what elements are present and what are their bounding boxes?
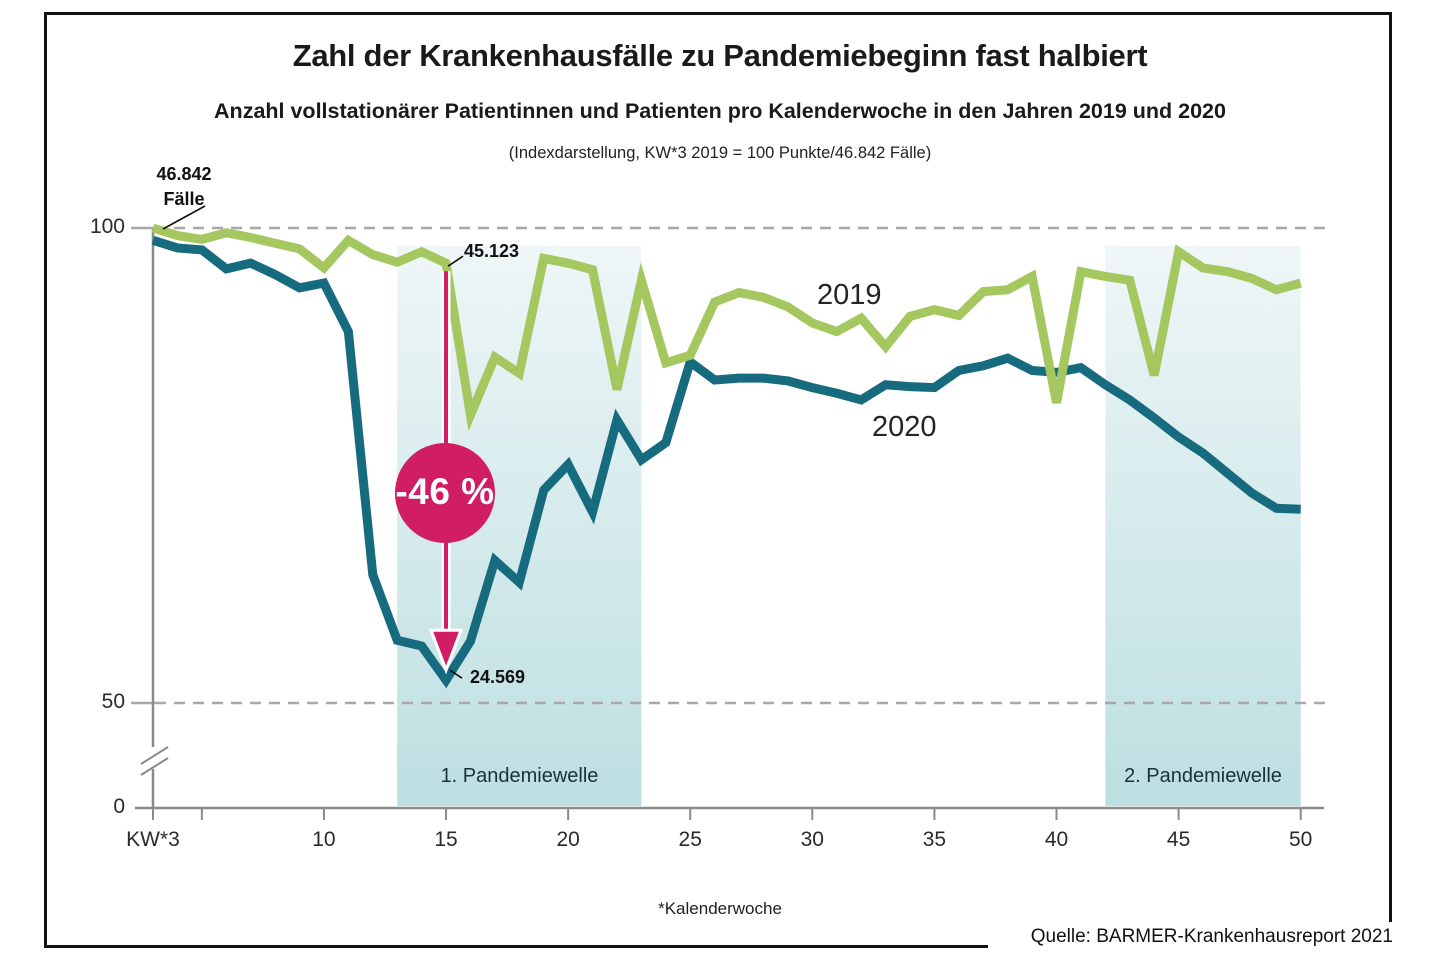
page-title: Zahl der Krankenhausfälle zu Pandemiebeg… [292,38,1148,73]
source-credit: Quelle: BARMER-Krankenhausreport 2021 [1030,926,1393,947]
x-tick-label-30: 30 [800,828,824,851]
callout-start-cases: 46.842 Fälle [125,162,243,212]
drop-arrow-head [428,628,464,675]
pointer-start [162,205,206,230]
wave1-label: 1. Pandemiewelle [440,765,599,787]
axis-break-slash-1 [140,746,169,765]
x-axis-footnote: *Kalenderwoche [658,899,782,918]
pointer-min-2020 [449,669,463,679]
line-2020 [151,236,1301,689]
line-2019 [151,223,1302,432]
index-note: (Indexdarstellung, KW*3 2019 = 100 Punkt… [508,144,932,162]
wave-band-2 [1105,246,1301,806]
x-tick-label-20: 20 [556,828,580,851]
x-tick-label-50: 50 [1289,828,1313,851]
series-label-2019: 2019 [817,279,882,311]
x-tick-label-45: 45 [1166,828,1191,851]
callout-peak-2019: 45.123 [464,241,520,261]
frame-bottom [44,945,988,948]
axis-break-slash-2 [140,757,169,776]
x-tick-label-15: 15 [434,828,458,851]
x-tick-label-3: KW*3 [126,828,180,851]
x-tick-label-40: 40 [1044,828,1069,851]
y-tick-label-0: 0 [113,795,125,818]
pointer-peak-2019 [447,255,464,267]
y-tick-label-50: 50 [101,690,125,713]
series-label-2020: 2020 [872,411,937,443]
callout-start-cases-line1: 46.842 [156,164,212,184]
x-tick-label-35: 35 [922,828,947,851]
frame-left [44,12,47,948]
wave2-label: 2. Pandemiewelle [1124,765,1282,787]
x-tick-label-10: 10 [312,828,336,851]
callout-min-2020: 24.569 [470,667,526,687]
drop-badge-circle [395,443,495,543]
chart-subtitle: Anzahl vollstationärer Patientinnen und … [214,99,1226,123]
y-tick-label-100: 100 [89,215,125,238]
frame-top [44,12,1392,15]
callout-start-cases-line2: Fälle [163,189,205,209]
x-tick-label-25: 25 [678,828,702,851]
drop-badge-label: -46 % [395,471,495,512]
frame-right [1389,12,1392,922]
